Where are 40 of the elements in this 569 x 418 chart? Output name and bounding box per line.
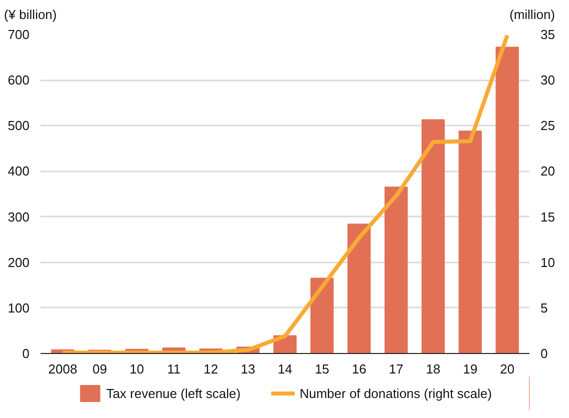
bar (347, 224, 371, 354)
x-tick-label: 09 (92, 362, 108, 376)
line-series (60, 34, 510, 354)
y2-tick-label: 5 (540, 300, 548, 316)
y2-tick-label: 30 (540, 72, 555, 88)
y-tick-label: 600 (8, 72, 30, 88)
y2-tick-label: 0 (540, 346, 548, 361)
y-tick-label: 0 (22, 346, 30, 361)
x-tick-label: 14 (278, 362, 292, 376)
y2-tick-label: 25 (540, 118, 555, 134)
y-tick-label: 500 (8, 118, 30, 134)
x-tick-label: 18 (426, 362, 440, 376)
x-tick-label: 16 (352, 362, 366, 376)
x-tick-label: 17 (388, 362, 404, 376)
y2-axis-title: (million) (510, 6, 555, 24)
y-tick-label: 300 (8, 209, 30, 224)
y2-tick-label: 35 (540, 27, 555, 42)
bar (422, 119, 445, 354)
x-tick-label: 13 (240, 362, 256, 376)
y-axis-title: (¥ billion) (4, 6, 57, 24)
bar (384, 186, 408, 354)
x-tick-label: 11 (167, 362, 181, 376)
bar (310, 278, 334, 354)
y2-tick-label: 10 (540, 254, 555, 270)
bar (458, 130, 482, 354)
legend-label: Tax revenue (left scale) (106, 386, 241, 400)
y-tick-label: 100 (8, 300, 30, 316)
x-tick-label: 15 (314, 362, 330, 376)
legend-label: Number of donations (right scale) (300, 386, 492, 400)
y-tick-label: 200 (8, 254, 30, 270)
x-tick-label: 12 (204, 362, 218, 376)
x-tick-label: 19 (462, 362, 478, 376)
y-tick-label: 400 (8, 164, 30, 179)
y-tick-label: 700 (8, 27, 30, 42)
x-tick-label: 20 (500, 362, 515, 376)
y2-tick-label: 15 (540, 209, 555, 224)
y2-tick-label: 20 (540, 164, 555, 179)
x-tick-label: 10 (130, 362, 144, 376)
x-tick-label: 2008 (48, 362, 78, 376)
bar (496, 46, 519, 354)
